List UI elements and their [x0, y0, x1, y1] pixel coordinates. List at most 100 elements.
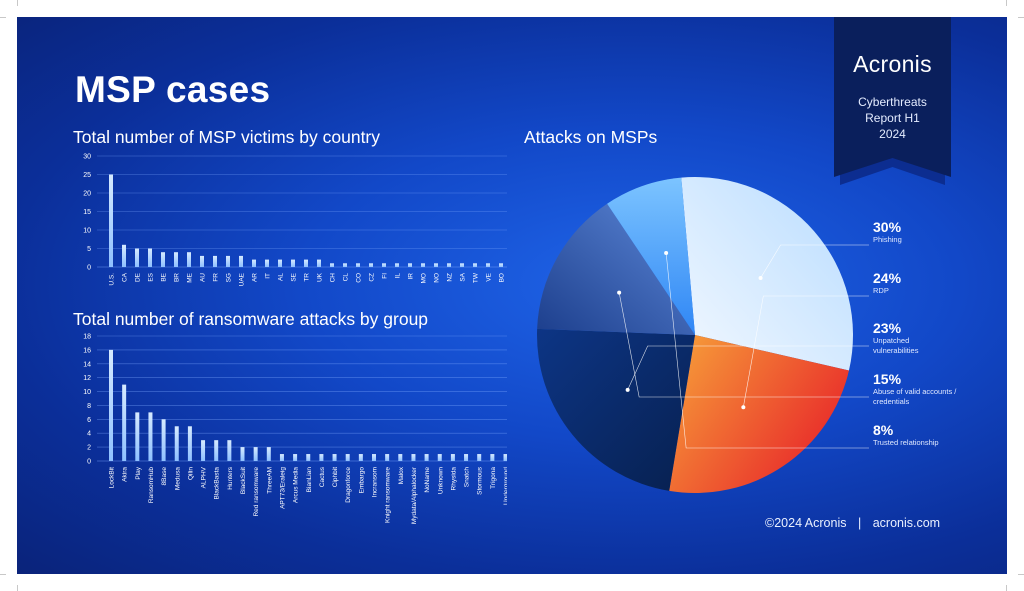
- ransomware-bar: [319, 454, 324, 461]
- ransomware-y-tick: 6: [87, 417, 91, 424]
- ransomware-x-tick: Incransom: [372, 467, 379, 497]
- country-bar: [135, 248, 139, 267]
- ransomware-x-tick: Embargo: [358, 467, 365, 494]
- ransomware-x-tick: BianLian: [306, 467, 313, 493]
- ransomware-x-tick: Hunters: [227, 466, 234, 490]
- country-bar: [187, 252, 191, 267]
- country-x-tick: CL: [343, 273, 350, 282]
- country-x-tick: SA: [460, 272, 467, 281]
- ransomware-y-tick: 16: [83, 347, 91, 354]
- country-bar: [200, 255, 204, 267]
- trusted-percent: 8%: [873, 422, 894, 438]
- country-x-tick: TR: [304, 273, 311, 282]
- country-bar: [382, 263, 386, 267]
- country-bar: [330, 263, 334, 267]
- footer-link[interactable]: acronis.com: [872, 516, 941, 530]
- pie-label-phishing: 30% Phishing: [873, 219, 902, 245]
- country-x-tick: TW: [473, 272, 480, 283]
- ransomware-y-tick: 4: [87, 431, 91, 438]
- ransomware-bar: [240, 447, 245, 461]
- country-x-tick: FI: [382, 273, 389, 279]
- ransomware-bar: [187, 426, 192, 461]
- ransomware-x-tick: LockBit: [109, 467, 116, 489]
- ransomware-bar: [279, 454, 284, 461]
- country-x-tick: CA: [122, 272, 129, 282]
- country-bar-chart: 0 5 10 15 20 25 30 U.S. CA DE ES BE BR ME AU FR SG UAE AR I…: [83, 154, 507, 286]
- ransomware-x-tick: ThreeAM: [266, 467, 273, 494]
- ransomware-bar: [227, 440, 232, 461]
- country-x-tick: FR: [213, 273, 220, 282]
- rdp-percent: 24%: [873, 270, 902, 286]
- pie-leader-phishing: [760, 244, 869, 279]
- country-y-tick: 10: [83, 228, 91, 235]
- ransomware-x-tick: NoName: [424, 467, 431, 493]
- country-x-tick: IT: [265, 273, 272, 279]
- ransomware-y-tick: 14: [83, 361, 91, 368]
- country-x-tick: IL: [395, 273, 402, 279]
- ransomware-x-tick: Mydata/Alphalocker: [411, 466, 418, 524]
- pie-slice-unpatched: [537, 328, 695, 491]
- country-x-tick: ME: [187, 272, 194, 282]
- ransomware-bar: [450, 454, 455, 461]
- country-bar: [213, 255, 217, 267]
- pie-slice-trusted: [607, 177, 695, 335]
- ransomware-x-tick: Snatch: [464, 467, 471, 488]
- country-bar: [447, 263, 451, 267]
- report-line-3: 2024: [879, 127, 906, 141]
- country-bar: [460, 263, 464, 267]
- ransomware-x-tick: 8Base: [161, 467, 168, 486]
- country-bar: [434, 263, 438, 267]
- ransomware-x-tick: Unknown: [437, 467, 444, 494]
- ransomware-bar: [253, 447, 258, 461]
- ransomware-x-tick: RansomHub: [148, 467, 155, 504]
- country-bar: [304, 259, 308, 267]
- country-x-tick: NZ: [447, 273, 454, 282]
- ransomware-bar: [437, 454, 442, 461]
- ransomware-bar: [148, 412, 153, 461]
- pie-leader-unpatched: [627, 345, 869, 391]
- ransomware-x-tick: Red ransomware: [253, 467, 260, 517]
- ransomware-x-tick: Stormous: [477, 466, 484, 495]
- country-bar: [265, 259, 269, 267]
- ransomware-bar: [372, 454, 376, 461]
- ransomware-x-tick: Arcus Media: [293, 467, 300, 504]
- report-line-2: Report H1: [865, 111, 920, 125]
- attacks-pie-chart: [537, 177, 869, 493]
- ransomware-y-tick: 2: [87, 445, 91, 452]
- pie-dot-abuse: [617, 290, 622, 295]
- ransomware-bar: [385, 454, 390, 461]
- ransomware-bar: [464, 454, 469, 461]
- country-x-tick: VE: [486, 272, 493, 281]
- country-x-tick: BR: [174, 273, 181, 282]
- ransomware-x-tick: Trigona: [490, 467, 497, 489]
- country-x-tick: UAE: [239, 272, 246, 286]
- ransomware-bar: [424, 454, 429, 461]
- ransomware-bar: [358, 454, 363, 461]
- ransomware-x-tick: BlackBasta: [214, 467, 221, 500]
- pie-label-rdp: 24% RDP: [873, 270, 901, 296]
- ransomware-bar: [122, 384, 127, 461]
- footer-copyright: ©2024 Acronis: [765, 516, 847, 530]
- country-bar: [252, 259, 256, 267]
- ransomware-bar: [266, 447, 271, 461]
- country-bar: [499, 263, 503, 267]
- ransomware-bar: [306, 454, 311, 461]
- country-y-tick: 0: [87, 265, 91, 272]
- country-bar: [239, 255, 243, 267]
- rdp-name: RDP: [873, 286, 889, 295]
- ransomware-bar-chart: 0 2 4 6 8 10 12 14 16 18 LockBit Akira Play RansomHub…: [83, 334, 507, 524]
- ransomware-y-tick: 0: [87, 459, 91, 466]
- country-bar: [395, 263, 399, 267]
- ransomware-x-tick: Ciphbit: [332, 467, 339, 487]
- ransomware-y-tick: 8: [87, 403, 91, 410]
- country-x-tick: CO: [356, 273, 363, 283]
- ransomware-bar: [161, 419, 166, 461]
- pie-slice-rdp: [669, 335, 849, 493]
- ransomware-y-tick: 10: [83, 389, 91, 396]
- ransomware-bar: [109, 349, 113, 461]
- ransomware-x-tick: Akira: [122, 467, 129, 482]
- infographic-canvas: MSP cases Total number of MSP victims by…: [17, 17, 1007, 574]
- pie-label-trusted: 8% Trusted relationship: [873, 422, 939, 448]
- country-bar: [291, 259, 295, 267]
- country-bar: [369, 263, 373, 267]
